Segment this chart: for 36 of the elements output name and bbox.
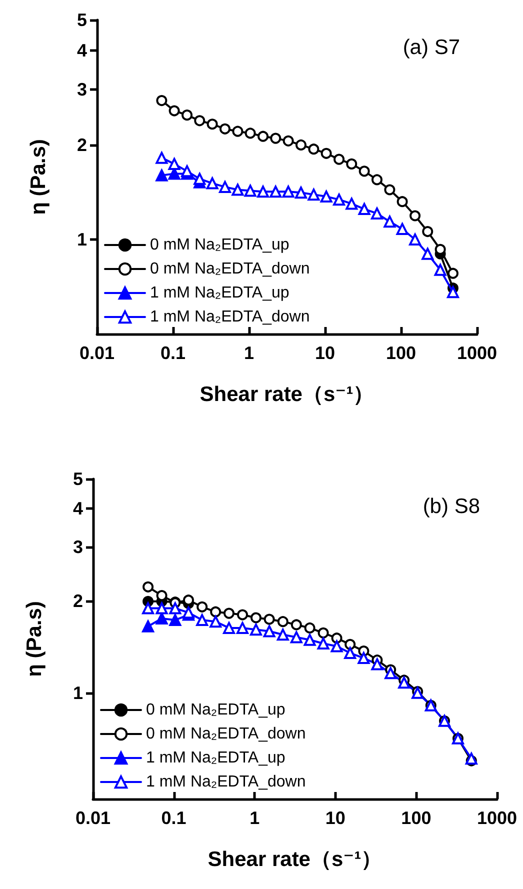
x-tick-label: 10 [325,808,346,828]
legend-label: 0 mM Na₂EDTA_down [150,260,310,278]
x-tick-label: 100 [386,343,416,363]
x-axis-title: Shear rate（s⁻¹） [208,848,382,871]
y-axis-title: η (Pa.s) [23,601,46,677]
legend-label: 1 mM Na₂EDTA_down [146,774,306,790]
x-tick-label: 0.01 [79,343,115,363]
x-tick-label: 0.1 [160,343,186,363]
y-tick-label: 1 [72,682,83,703]
text: (a) S7 [402,36,460,59]
y-tick-label: 2 [76,134,87,155]
legend-label: 0 mM Na₂EDTA_down [146,726,306,742]
x-tick-label: 1 [250,808,260,828]
x-axis-title: Shear rate（s⁻¹） [200,383,374,406]
legend-label: 0 mM Na₂EDTA_up [146,702,286,718]
y-tick-label: 1 [76,229,87,250]
y-tick-label: 3 [72,536,83,557]
y-axis-title: η (Pa.s) [27,139,50,215]
y-tick-label: 4 [72,498,83,519]
y-tick-label: 5 [72,469,83,489]
text: (b) S8 [422,495,480,518]
y-tick-label: 4 [76,40,87,60]
y-tick-label: 2 [72,590,83,611]
legend-label: 0 mM Na₂EDTA_up [150,236,290,254]
y-tick-label: 3 [76,80,87,100]
legend-label: 1 mM Na₂EDTA_down [150,308,310,326]
x-tick-label: 0.1 [161,808,186,828]
y-tick-label: 5 [76,10,87,30]
x-tick-label: 100 [401,808,432,828]
x-tick-label: 1000 [476,808,518,828]
x-tick-label: 0.01 [75,808,111,828]
legend-label: 1 mM Na₂EDTA_up [150,284,290,302]
x-tick-label: 10 [314,343,336,363]
x-tick-label: 1000 [456,343,498,363]
x-tick-label: 1 [244,343,254,363]
legend-label: 1 mM Na₂EDTA_up [146,750,286,766]
